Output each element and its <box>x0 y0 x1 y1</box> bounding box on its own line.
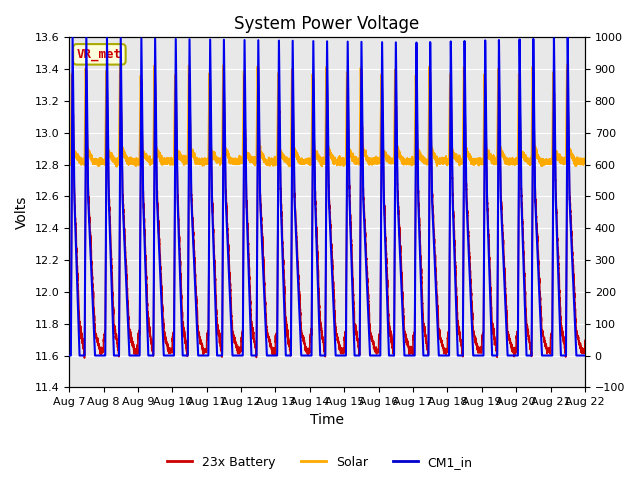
Legend: 23x Battery, Solar, CM1_in: 23x Battery, Solar, CM1_in <box>163 451 477 474</box>
Y-axis label: Volts: Volts <box>15 196 29 229</box>
Text: VR_met: VR_met <box>77 48 122 61</box>
X-axis label: Time: Time <box>310 413 344 427</box>
Title: System Power Voltage: System Power Voltage <box>234 15 420 33</box>
